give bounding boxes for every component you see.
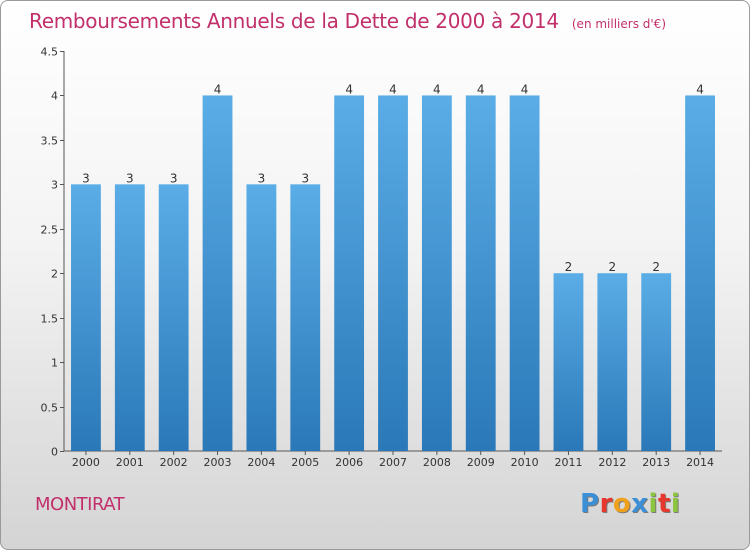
x-tick-label: 2013 [642, 456, 670, 469]
y-tick-label: 1 [51, 357, 58, 370]
x-tick-label: 2002 [160, 456, 188, 469]
x-tick-label: 2006 [335, 456, 363, 469]
y-tick-label: 4 [51, 90, 58, 103]
proxiti-logo: Proxiti [580, 489, 680, 519]
y-tick-label: 3.5 [41, 135, 59, 148]
data-label: 4 [696, 82, 704, 96]
x-tick-label: 2012 [598, 456, 626, 469]
data-label: 3 [301, 171, 309, 185]
x-tick-label: 2005 [291, 456, 319, 469]
chart-subtitle: (en milliers d'€) [571, 17, 666, 31]
logo-letter: P [580, 489, 600, 519]
bar [465, 95, 496, 451]
data-label: 4 [521, 82, 529, 96]
logo-letter: t [657, 489, 671, 519]
bar [334, 95, 365, 451]
bar [290, 184, 321, 452]
data-label: 2 [565, 260, 573, 274]
logo-letter: i [648, 489, 658, 519]
logo-letter: x [631, 489, 649, 519]
y-tick-label: 1.5 [41, 313, 59, 326]
bar [378, 95, 408, 451]
commune-name: MONTIRAT [35, 494, 125, 515]
bar [597, 273, 628, 451]
bar [553, 273, 584, 451]
chart-header: Remboursements Annuels de la Dette de 20… [29, 9, 666, 33]
y-tick-label: 2 [51, 268, 58, 281]
data-label: 4 [345, 82, 353, 96]
data-label: 2 [609, 260, 617, 274]
bar [71, 184, 101, 452]
x-tick-label: 2001 [116, 456, 144, 469]
y-tick-label: 0 [51, 446, 58, 459]
data-label: 3 [170, 171, 178, 185]
x-tick-label: 2008 [423, 456, 451, 469]
x-tick-label: 2009 [467, 456, 495, 469]
data-label: 4 [389, 82, 397, 96]
bar [509, 95, 540, 451]
data-label: 2 [652, 260, 660, 274]
bar [158, 184, 189, 452]
y-tick-label: 3 [51, 179, 58, 192]
x-tick-label: 2003 [204, 456, 232, 469]
x-tick-label: 2014 [686, 456, 714, 469]
x-tick-label: 2000 [72, 456, 100, 469]
logo-letter: r [599, 489, 613, 519]
data-label: 3 [82, 171, 90, 185]
data-label: 3 [258, 171, 266, 185]
bar [685, 95, 715, 451]
x-tick-label: 2004 [247, 456, 275, 469]
data-label: 4 [214, 82, 222, 96]
bar [202, 95, 233, 451]
y-tick-label: 4.5 [41, 46, 59, 59]
data-label: 3 [126, 171, 134, 185]
bar [421, 95, 452, 451]
x-tick-label: 2011 [554, 456, 582, 469]
bar [246, 184, 277, 452]
y-tick-label: 0.5 [41, 402, 59, 415]
bar [641, 273, 672, 451]
chart-title: Remboursements Annuels de la Dette de 20… [29, 9, 559, 33]
logo-letter: i [670, 489, 681, 519]
bar [114, 184, 145, 452]
x-tick-label: 2010 [511, 456, 539, 469]
logo-letter: o [612, 489, 632, 519]
data-label: 4 [477, 82, 485, 96]
y-tick-label: 2.5 [41, 224, 59, 237]
data-label: 4 [433, 82, 441, 96]
x-tick-label: 2007 [379, 456, 407, 469]
